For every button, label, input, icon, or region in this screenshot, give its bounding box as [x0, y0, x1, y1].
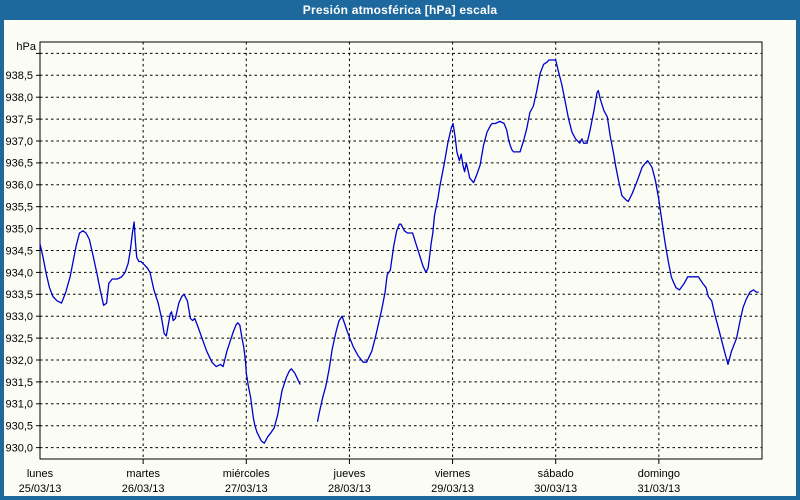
title-bar: Presión atmosférica [hPa] escala	[0, 0, 800, 20]
chart-panel	[4, 20, 796, 496]
chart-title: Presión atmosférica [hPa] escala	[302, 3, 498, 17]
